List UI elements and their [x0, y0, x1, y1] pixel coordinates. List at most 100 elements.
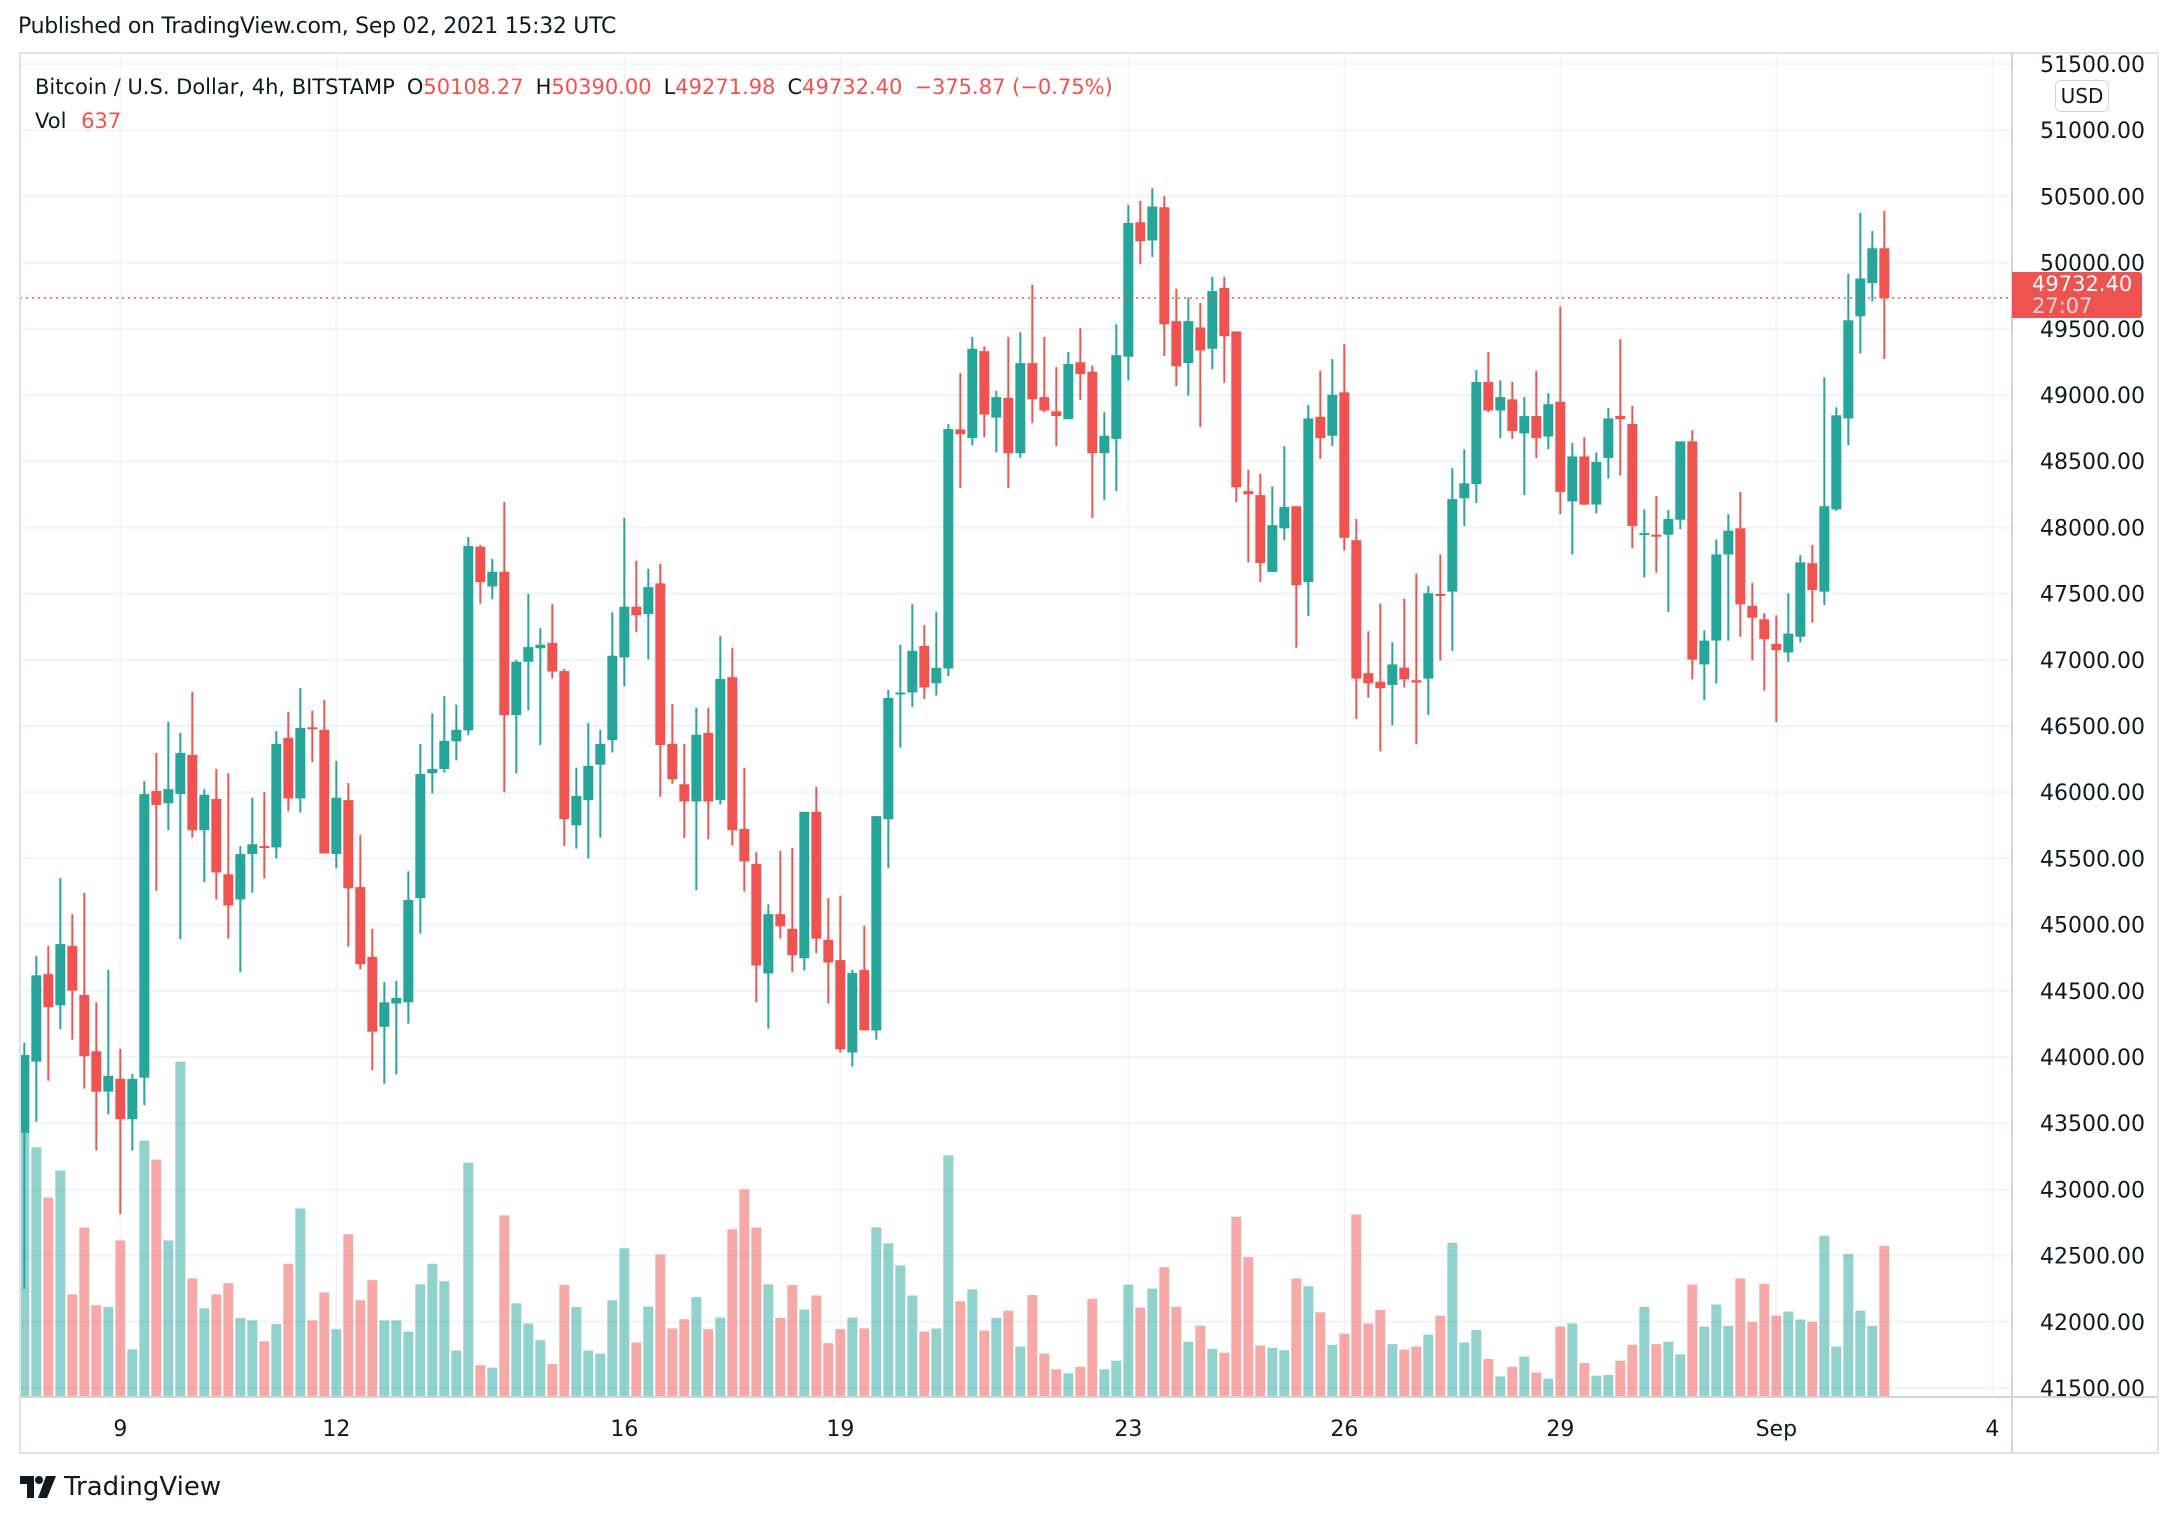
tradingview-logo[interactable]: TradingView [20, 1472, 221, 1502]
volume-bar [739, 1189, 750, 1397]
candle-body [751, 863, 762, 966]
candle-body [1399, 667, 1410, 680]
candle-body [1291, 506, 1302, 586]
volume-bar [1483, 1359, 1494, 1397]
volume-bar [1351, 1214, 1362, 1397]
candle-body [415, 773, 426, 899]
volume-bar [1723, 1325, 1734, 1397]
candle-wick [1415, 573, 1418, 745]
price-tick-label: 49500.00 [2040, 318, 2145, 343]
candle-body [1303, 418, 1314, 583]
candle-wick [47, 945, 50, 1081]
candle-body [979, 351, 990, 415]
candle-body [607, 655, 618, 741]
candle-body [43, 974, 54, 1008]
candle-body [355, 887, 366, 965]
candle-body [1087, 371, 1098, 454]
volume-bar [1447, 1242, 1458, 1397]
candle-body [1375, 681, 1386, 689]
time-tick-label: 4 [1985, 1417, 1999, 1442]
time-tick-label: Sep [1756, 1417, 1797, 1442]
candle-wick [551, 604, 554, 679]
candle-wick [995, 390, 998, 453]
candle-body [667, 743, 678, 780]
volume-bar [775, 1318, 786, 1397]
candle-body [139, 794, 150, 1078]
volume-label: Vol [35, 109, 67, 133]
volume-bar [403, 1331, 414, 1397]
candle-body [799, 811, 810, 959]
volume-bar [55, 1170, 66, 1397]
candle-body [715, 678, 726, 801]
time-axis[interactable]: 9 12 16 19 23 26 29 Sep 4 [113, 1417, 1999, 1442]
volume-bar [379, 1320, 390, 1397]
volume-bar [847, 1317, 858, 1397]
volume-bar [1843, 1253, 1854, 1397]
candle-body [1039, 397, 1050, 411]
chart-border [19, 52, 2159, 1454]
candle-body [1183, 321, 1194, 364]
volume-bar [319, 1292, 330, 1397]
candle-body [475, 546, 486, 583]
volume-bar [787, 1285, 798, 1397]
candle-body [1339, 392, 1350, 538]
volume-bar [1531, 1372, 1542, 1397]
volume-bar [1867, 1325, 1878, 1397]
candle-body [391, 997, 402, 1004]
volume-bar [307, 1320, 318, 1397]
candle-body [1003, 397, 1014, 454]
volume-bar [1111, 1360, 1122, 1397]
candle-body [1363, 673, 1374, 684]
volume-bar [1123, 1284, 1134, 1397]
candle-body [427, 769, 438, 774]
candle-wick [599, 729, 602, 838]
volume-bar [1783, 1311, 1794, 1397]
volume-bar [1879, 1245, 1890, 1397]
candle-wick [515, 659, 518, 774]
last-price-label: 49732.40 27:07 [2012, 272, 2142, 318]
volume-bar [499, 1215, 510, 1397]
legend: Bitcoin / U.S. Dollar, 4h, BITSTAMP O5010… [35, 70, 1113, 138]
price-tick-label: 46000.00 [2040, 781, 2145, 806]
candle-wick [1751, 582, 1754, 661]
grid-lines [20, 53, 2012, 1397]
volume-bar [631, 1342, 642, 1397]
candle-wick [623, 517, 626, 687]
volume-bar [79, 1227, 90, 1397]
candle-body [571, 795, 582, 826]
volume-bar [763, 1284, 774, 1397]
candle-body [907, 650, 918, 693]
volume-bar [1231, 1216, 1242, 1397]
candle-body [1771, 643, 1782, 651]
candle-wick [23, 1042, 26, 1289]
candle-body [1159, 207, 1170, 325]
candle-body [175, 753, 186, 795]
candle-body [1639, 533, 1650, 536]
price-tick-label: 44000.00 [2040, 1046, 2145, 1071]
time-tick-label: 26 [1330, 1417, 1358, 1442]
candle-body [559, 671, 570, 820]
volume-bar [1279, 1350, 1290, 1397]
candle-wick [155, 753, 158, 891]
candle-wick [1199, 302, 1202, 428]
volume-bar [199, 1308, 210, 1397]
candle-body [763, 914, 774, 974]
candle-body [1315, 416, 1326, 439]
low-label: L [663, 75, 676, 99]
symbol-title[interactable]: Bitcoin / U.S. Dollar, 4h, BITSTAMP [35, 75, 395, 99]
price-axis[interactable]: 41500.00 42000.00 42500.00 43000.00 43500.00… [2040, 53, 2145, 1402]
volume-bar [1015, 1346, 1026, 1397]
volume-bar [1687, 1284, 1698, 1397]
close-value: 49732.40 [802, 75, 903, 99]
volume-bar [955, 1301, 966, 1397]
currency-button[interactable]: USD [2055, 80, 2109, 112]
candle-wick [263, 792, 266, 879]
candle-wick [107, 969, 110, 1115]
volume-bar [691, 1297, 702, 1397]
high-value: 50390.00 [551, 75, 652, 99]
volume-bar [1291, 1278, 1302, 1397]
candle-body [595, 743, 606, 765]
volume-bar [1735, 1278, 1746, 1397]
candle-body [487, 571, 498, 587]
